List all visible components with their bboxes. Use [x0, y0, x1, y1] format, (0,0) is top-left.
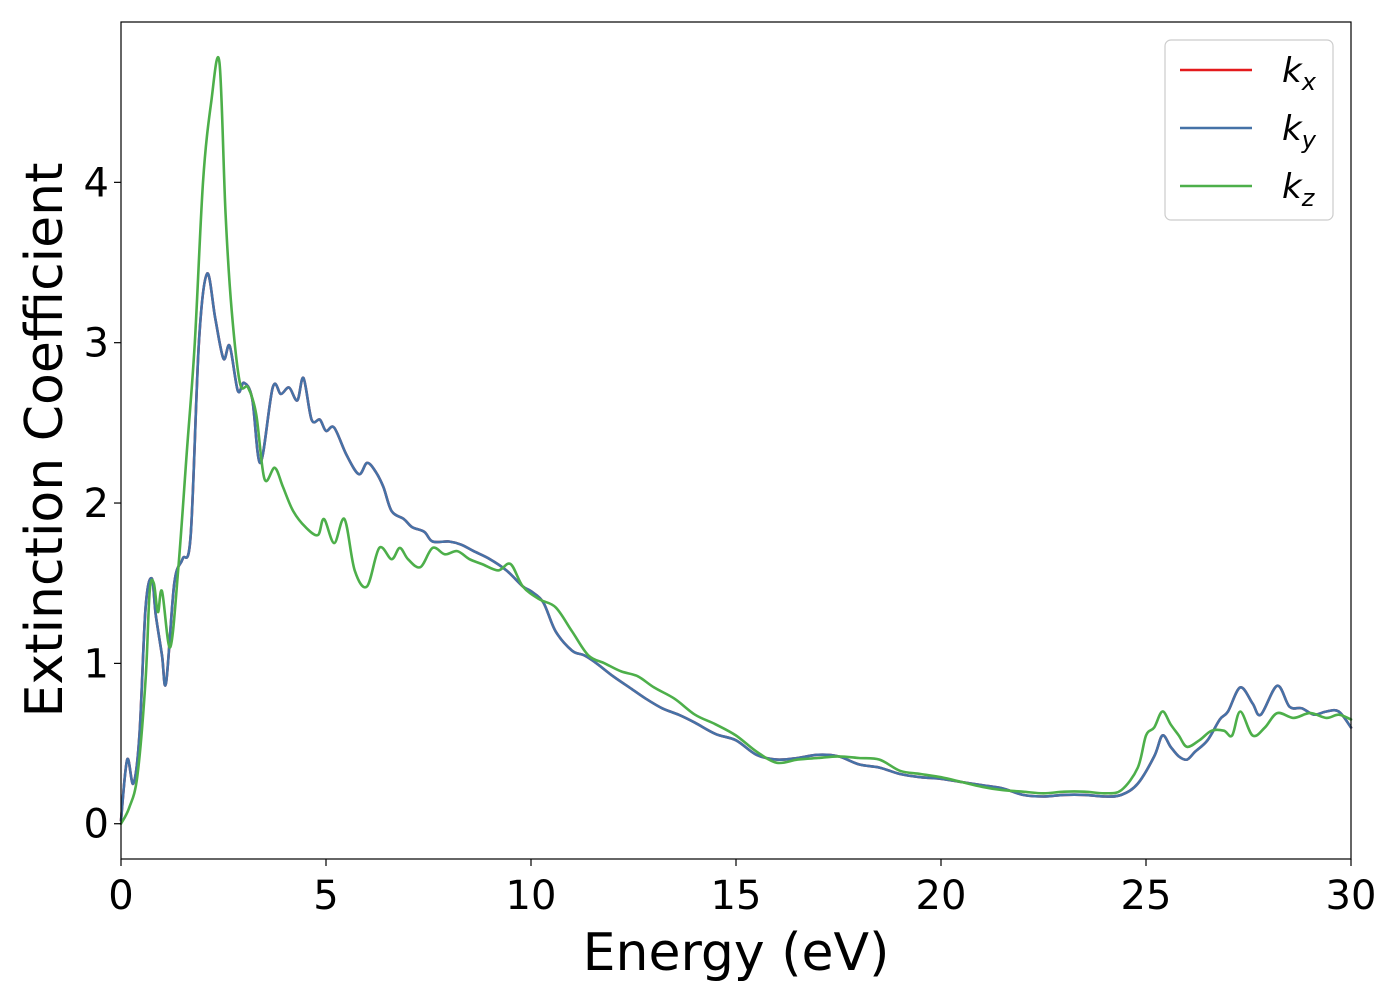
plot-area	[119, 56, 1353, 825]
legend-box	[1164, 39, 1334, 221]
x-tick-label: 10	[506, 873, 557, 919]
legend-label-z: kz	[1282, 167, 1316, 212]
series-line-z	[119, 56, 1353, 825]
x-axis-label: Energy (eV)	[583, 923, 890, 983]
legend: kx ky kz	[1164, 39, 1334, 221]
series-line-y	[119, 272, 1353, 822]
legend-label-y: ky	[1282, 109, 1317, 154]
x-tick-label: 15	[711, 873, 762, 919]
y-tick-label: 1	[84, 641, 109, 687]
x-tick-label: 30	[1326, 873, 1377, 919]
legend-label-x: kx	[1282, 51, 1317, 96]
y-axis-label: Extinction Coefficient	[15, 163, 75, 718]
x-axis-ticks: 0 5 10 15 20 25 30	[108, 859, 1376, 919]
y-tick-label: 3	[84, 321, 109, 367]
y-tick-label: 4	[84, 160, 109, 206]
y-axis-ticks: 0 1 2 3 4	[84, 160, 121, 848]
axes-frame	[120, 21, 1352, 860]
x-tick-label: 20	[916, 873, 967, 919]
x-tick-label: 5	[313, 873, 338, 919]
y-tick-label: 0	[84, 802, 109, 848]
x-tick-label: 0	[108, 873, 133, 919]
x-tick-label: 25	[1121, 873, 1172, 919]
y-tick-label: 2	[84, 481, 109, 527]
